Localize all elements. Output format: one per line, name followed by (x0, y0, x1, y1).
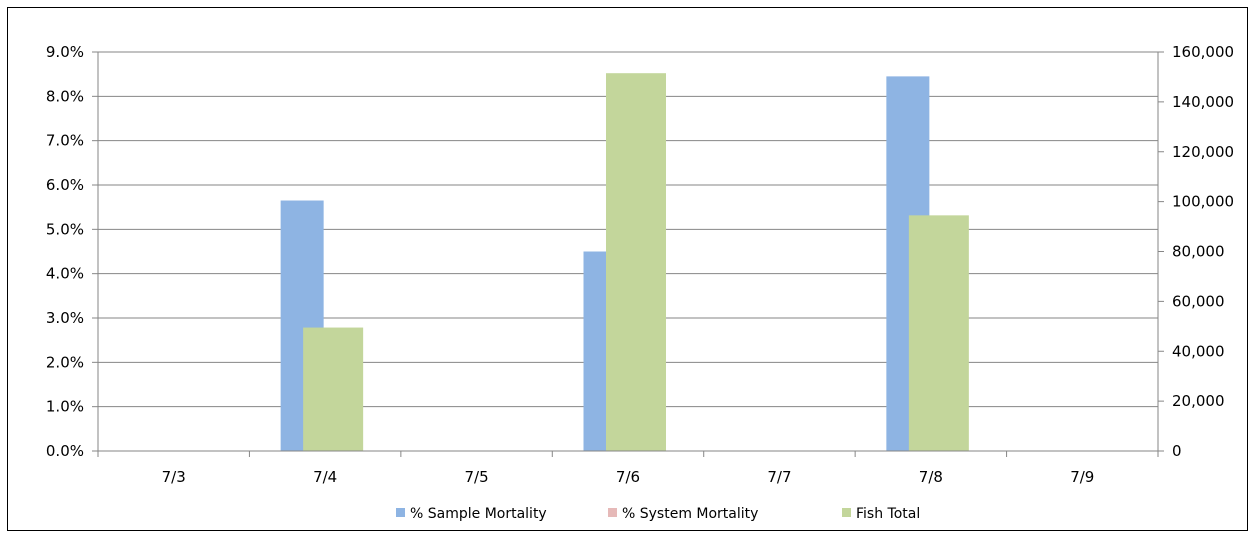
y-right-tick-label: 40,000 (1172, 342, 1225, 360)
y-right-tick-label: 80,000 (1172, 243, 1225, 261)
y-left-tick-label: 8.0% (46, 87, 84, 105)
fish-total-bar (303, 327, 364, 451)
y-left-tick-label: 0.0% (46, 442, 84, 460)
y-right-tick-label: 100,000 (1172, 193, 1234, 211)
y-left-tick-label: 3.0% (46, 309, 84, 327)
y-left-tick-label: 4.0% (46, 265, 84, 283)
fish-total-bar (606, 73, 666, 452)
legend-fish-total-swatch (842, 508, 851, 517)
y-left-tick-label: 9.0% (46, 43, 84, 61)
x-tick-label: 7/4 (313, 468, 337, 486)
y-left-tick-label: 6.0% (46, 176, 84, 194)
y-right-tick-label: 160,000 (1172, 43, 1234, 61)
y-right-tick-label: 60,000 (1172, 292, 1225, 310)
y-right-tick-label: 0 (1172, 442, 1182, 460)
legend-fish-total-label: Fish Total (856, 506, 920, 522)
y-left-tick-label: 5.0% (46, 220, 84, 238)
y-left-tick-label: 1.0% (46, 398, 84, 416)
y-left-tick-label: 7.0% (46, 132, 84, 150)
x-tick-label: 7/8 (919, 468, 943, 486)
y-right-tick-label: 140,000 (1172, 93, 1234, 111)
y-left-tick-label: 2.0% (46, 353, 84, 371)
legend-sample-mortality-label: % Sample Mortality (410, 506, 547, 522)
x-tick-label: 7/9 (1070, 468, 1094, 486)
x-tick-label: 7/6 (616, 468, 640, 486)
legend-sample-mortality-swatch (396, 508, 405, 517)
x-tick-label: 7/3 (162, 468, 186, 486)
legend-system-mortality-swatch (608, 508, 617, 517)
x-tick-label: 7/5 (465, 468, 489, 486)
legend-system-mortality-label: % System Mortality (622, 506, 758, 522)
y-right-tick-label: 120,000 (1172, 143, 1234, 161)
y-right-tick-label: 20,000 (1172, 392, 1225, 410)
x-tick-label: 7/7 (767, 468, 791, 486)
fish-total-bar (908, 215, 969, 451)
